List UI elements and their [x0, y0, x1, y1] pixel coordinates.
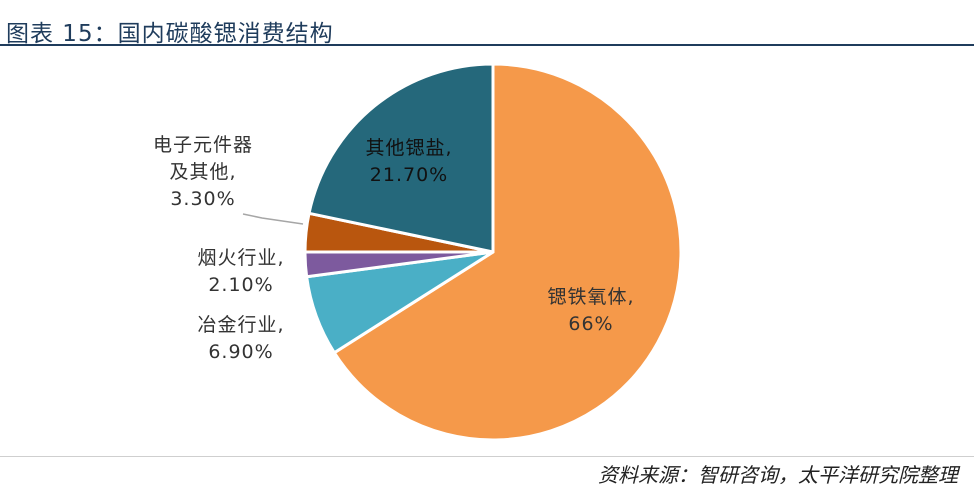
page-title: 图表 15：国内碳酸锶消费结构	[6, 21, 334, 47]
source-note: 资料来源：智研咨询，太平洋研究院整理	[598, 463, 958, 487]
header: 图表 15：国内碳酸锶消费结构	[0, 0, 974, 47]
pie-chart-area: 锶铁氧体, 66% 冶金行业, 6.90% 烟火行业, 2.10% 电子元件器及其他, 3.3…	[0, 46, 974, 456]
leader-line-electronics	[242, 213, 304, 225]
pie-slice-ferrite	[332, 62, 683, 442]
data-label-line: 21.70%	[370, 164, 448, 186]
pie-chart: 锶铁氧体, 66% 冶金行业, 6.90% 烟火行业, 2.10% 电子元件器及其他, 3.3…	[153, 62, 683, 442]
data-label-fireworks: 烟火行业, 2.10%	[197, 247, 284, 296]
data-label-line: 及其他,	[169, 161, 236, 183]
pie-slice-other_salts	[307, 62, 495, 254]
data-label-other_salts: 其他锶盐, 21.70%	[365, 137, 452, 186]
data-label-line: 烟火行业,	[197, 247, 284, 269]
footer-divider	[0, 456, 974, 457]
data-label-line: 电子元件器	[153, 134, 253, 156]
data-label-line: 锶铁氧体,	[547, 286, 634, 308]
data-label-line: 2.10%	[208, 274, 273, 296]
title-divider	[0, 44, 974, 46]
data-label-line: 66%	[568, 313, 613, 335]
data-label-electronics: 电子元件器及其他, 3.30%	[153, 134, 253, 210]
data-label-ferrite: 锶铁氧体, 66%	[547, 286, 634, 335]
data-label-line: 6.90%	[208, 341, 273, 363]
data-label-line: 冶金行业,	[197, 314, 284, 336]
data-label-metallurgy: 冶金行业, 6.90%	[197, 314, 284, 363]
data-label-line: 其他锶盐,	[365, 137, 452, 159]
data-label-line: 3.30%	[170, 188, 235, 210]
